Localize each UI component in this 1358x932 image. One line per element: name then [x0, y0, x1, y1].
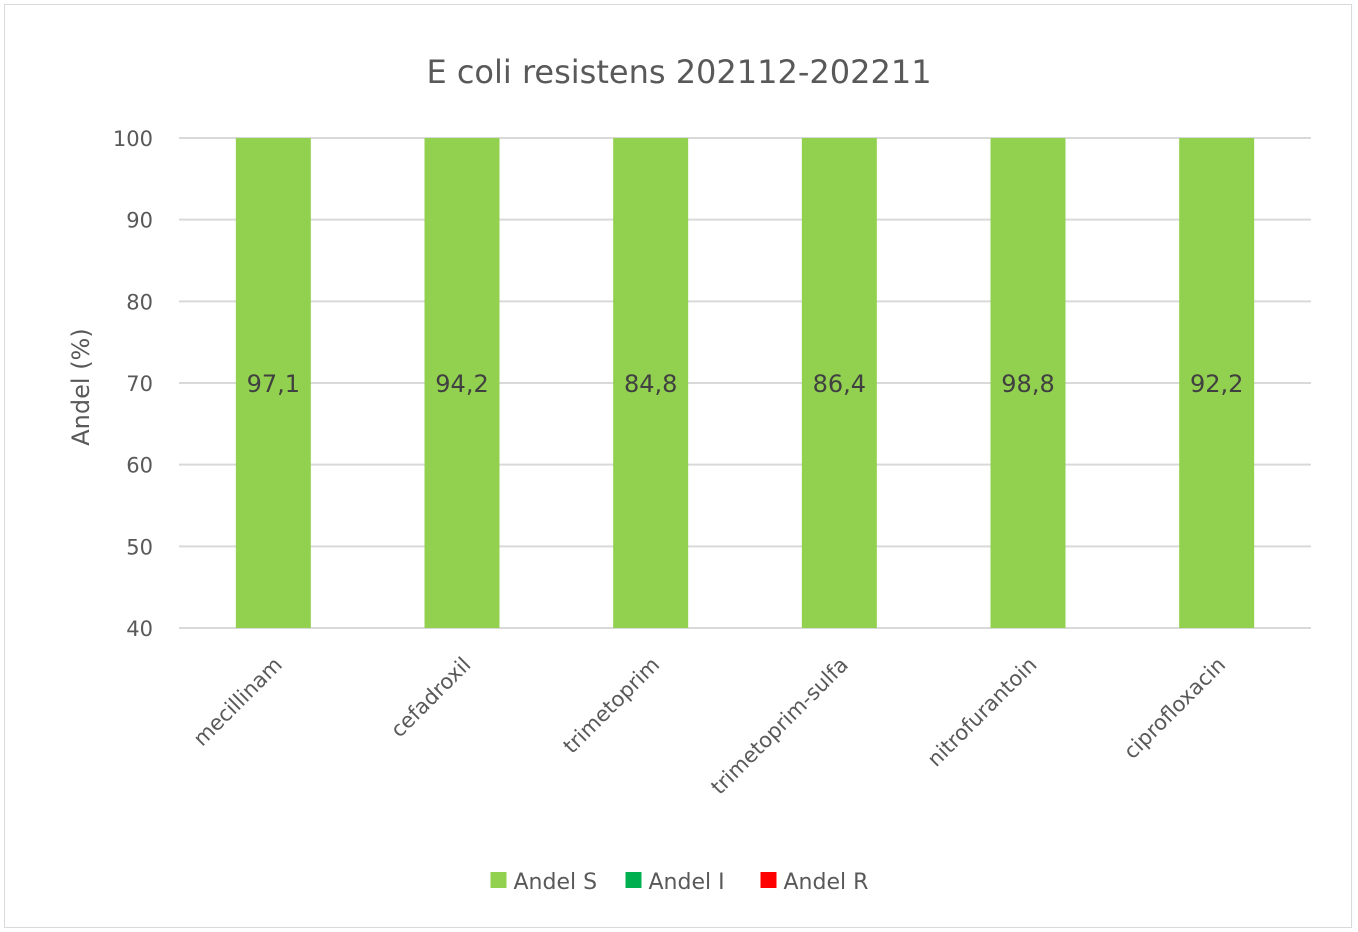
y-tick-label: 60 — [126, 454, 153, 478]
data-label: 98,8 — [1001, 370, 1054, 398]
chart-frame: E coli resistens 202112-202211 Andel (%)… — [4, 4, 1352, 928]
y-tick-label: 40 — [126, 617, 153, 641]
y-tick-label: 100 — [113, 127, 153, 151]
category-label: trimetoprim — [559, 653, 665, 759]
data-labels: 97,1 94,2 84,8 86,4 98,8 92,2 — [247, 370, 1244, 398]
data-label: 86,4 — [813, 370, 866, 398]
legend-swatch — [760, 872, 777, 888]
category-labels: mecillinam cefadroxil trimetoprim trimetopr… — [189, 653, 1231, 800]
bar-segment — [235, 138, 311, 628]
category-label: ciprofloxacin — [1119, 653, 1230, 764]
data-label: 84,8 — [624, 370, 677, 398]
gridlines — [179, 137, 1311, 629]
bar-segment — [424, 138, 500, 628]
chart-title: E coli resistens 202112-202211 — [426, 53, 931, 91]
legend-swatch — [625, 872, 642, 888]
bar-segment — [990, 138, 1066, 628]
y-tick-label: 90 — [126, 209, 153, 233]
category-label: mecillinam — [189, 653, 287, 751]
data-label: 92,2 — [1190, 370, 1243, 398]
y-tick-labels: 40 50 60 70 80 90 100 — [113, 127, 153, 641]
category-label: cefadroxil — [386, 653, 475, 742]
y-tick-label: 70 — [126, 372, 153, 396]
bars — [235, 138, 1255, 628]
y-tick-label: 80 — [126, 290, 153, 314]
legend-entry: Andel R — [784, 870, 869, 895]
category-label: trimetoprim-sulfa — [706, 653, 853, 800]
legend-swatch — [490, 872, 507, 888]
legend-entry: Andel S — [514, 870, 598, 895]
data-label: 94,2 — [435, 370, 488, 398]
data-label: 97,1 — [247, 370, 300, 398]
y-axis-label: Andel (%) — [67, 328, 95, 445]
legend-entry: Andel I — [649, 870, 725, 895]
legend: Andel S Andel I Andel R — [490, 870, 869, 895]
bar-segment — [801, 138, 877, 628]
chart: E coli resistens 202112-202211 Andel (%)… — [67, 53, 1311, 895]
category-label: nitrofurantoin — [923, 653, 1042, 772]
bar-segment — [1179, 138, 1255, 628]
bar-segment — [613, 138, 689, 628]
y-tick-label: 50 — [126, 535, 153, 559]
